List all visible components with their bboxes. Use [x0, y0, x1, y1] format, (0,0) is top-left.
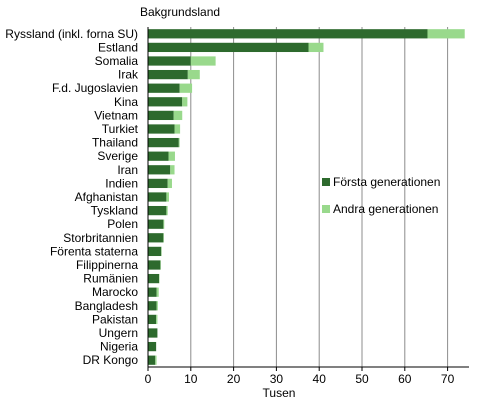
- category-label: Ungern: [99, 326, 138, 340]
- category-label: Marocko: [92, 285, 138, 299]
- bar-first-generation: [148, 165, 171, 175]
- bar-second-generation: [173, 110, 183, 121]
- bar-first-generation: [148, 124, 175, 134]
- bar-first-generation: [148, 42, 309, 53]
- bar-second-generation: [168, 151, 175, 161]
- category-label: Förenta staterna: [50, 244, 138, 258]
- bar-second-generation: [308, 42, 324, 53]
- bar-first-generation: [148, 341, 157, 352]
- bar-second-generation: [166, 205, 168, 216]
- bar-first-generation: [148, 205, 167, 216]
- bar-first-generation: [148, 287, 157, 297]
- category-label: Bangladesh: [75, 299, 138, 313]
- legend-label: Andra generationen: [333, 202, 438, 216]
- category-label: DR Kongo: [83, 353, 139, 367]
- x-tick-label: 60: [398, 372, 412, 386]
- x-tick-label: 10: [184, 372, 198, 386]
- bar-first-generation: [148, 192, 167, 202]
- bar-second-generation: [178, 137, 180, 148]
- category-label: Indien: [105, 176, 138, 190]
- bar-first-generation: [148, 110, 174, 121]
- category-label: Vietnam: [94, 108, 138, 122]
- category-label: Polen: [107, 217, 138, 231]
- x-axis-label: Tusen: [263, 386, 296, 400]
- category-label: Sverige: [97, 149, 138, 163]
- legend-label: Första generationen: [333, 175, 440, 189]
- category-label: Iran: [117, 163, 138, 177]
- bar-second-generation: [156, 287, 159, 297]
- category-label: Estland: [98, 40, 138, 54]
- bar-first-generation: [148, 219, 164, 229]
- bar-first-generation: [148, 178, 168, 189]
- x-tick-label: 70: [441, 372, 455, 386]
- x-tick-label: 20: [227, 372, 241, 386]
- bar-second-generation: [179, 83, 193, 93]
- x-tick-label: 30: [270, 372, 284, 386]
- category-label: Somalia: [95, 54, 139, 68]
- bar-second-generation: [163, 219, 165, 229]
- bar-first-generation: [148, 314, 157, 325]
- legend-swatch: [322, 178, 330, 186]
- category-label: Filippinerna: [76, 258, 138, 272]
- bar-first-generation: [148, 328, 158, 338]
- category-label: Ryssland (inkl. forna SU): [5, 27, 138, 41]
- category-label: Thailand: [92, 136, 138, 150]
- legend: Första generationen Andra generationen: [322, 175, 440, 216]
- bar-first-generation: [148, 69, 188, 80]
- bar-first-generation: [148, 151, 169, 161]
- bar-first-generation: [148, 246, 162, 257]
- category-label: Pakistan: [92, 312, 138, 326]
- category-label: Turkiet: [102, 122, 139, 136]
- bar-first-generation: [148, 355, 156, 365]
- bar-first-generation: [148, 260, 161, 270]
- bar-second-generation: [167, 178, 172, 189]
- bar-first-generation: [148, 29, 428, 39]
- bars: [148, 29, 465, 365]
- x-tick-label: 0: [145, 372, 152, 386]
- category-label: F.d. Jugoslavien: [52, 81, 138, 95]
- category-label: Tyskland: [91, 204, 138, 218]
- bar-first-generation: [148, 56, 191, 66]
- grid-lines: [190, 27, 449, 367]
- legend-swatch: [322, 205, 330, 213]
- bar-second-generation: [156, 314, 158, 325]
- bar-second-generation: [155, 355, 157, 365]
- category-label: Kina: [114, 95, 138, 109]
- bar-second-generation: [170, 165, 175, 175]
- bar-first-generation: [148, 83, 180, 93]
- x-tick-label: 50: [355, 372, 369, 386]
- x-tick-labels: 0 10 20 30 40 50 60 70: [145, 367, 455, 386]
- x-tick-label: 40: [313, 372, 327, 386]
- bar-second-generation: [166, 192, 169, 202]
- bar-first-generation: [148, 137, 179, 148]
- category-label: Storbritannien: [63, 231, 138, 245]
- chart-title: Bakgrundsland: [140, 5, 220, 19]
- bar-second-generation: [190, 56, 216, 66]
- category-label: Irak: [118, 68, 139, 82]
- bar-second-generation: [427, 29, 465, 39]
- bar-second-generation: [174, 124, 181, 134]
- category-label: Nigeria: [100, 340, 138, 354]
- bar-second-generation: [182, 97, 188, 107]
- bar-first-generation: [148, 273, 160, 284]
- category-label: Afghanistan: [75, 190, 138, 204]
- category-label: Rumänien: [83, 272, 138, 286]
- bar-second-generation: [156, 301, 158, 311]
- bar-second-generation: [187, 69, 200, 80]
- bar-first-generation: [148, 97, 183, 107]
- bar-first-generation: [148, 301, 157, 311]
- bar-first-generation: [148, 233, 164, 243]
- category-labels: Ryssland (inkl. forna SU)EstlandSomaliaI…: [5, 27, 139, 367]
